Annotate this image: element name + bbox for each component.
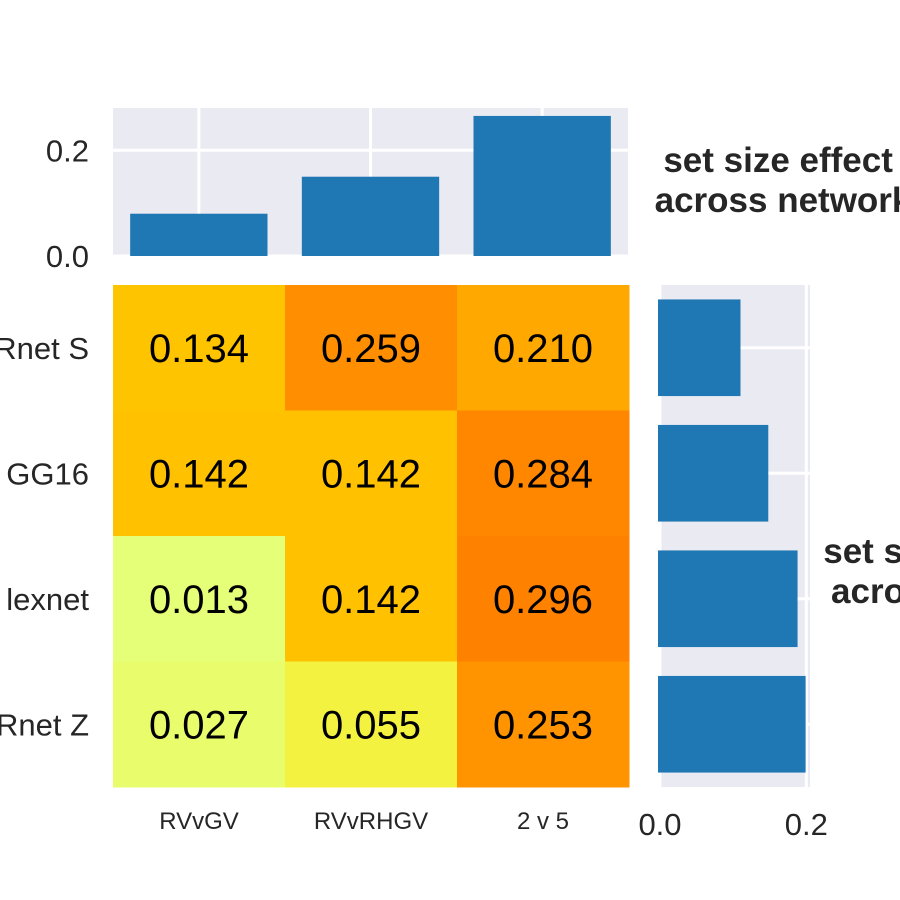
heatmap-row-label-gg16: GG16: [6, 456, 89, 491]
heatmap-value-gg16-2-v-5: 0.284: [493, 452, 593, 496]
heatmap-cell-gg16-rvvrhgv: [285, 410, 458, 537]
right-bar-gg16: [658, 424, 769, 522]
heatmap-cell-rnet-z-rvvgv: [113, 661, 286, 788]
right-chart-title: set s acro: [823, 532, 900, 611]
heatmap-row-label-rnet-s: Rnet S: [0, 331, 89, 366]
heatmap-cell-labels: 0.134 0.259 0.210 0.142 0.142 0.284 0.013 0.142…: [149, 327, 593, 748]
right-chart-bars: [658, 299, 806, 773]
top-bar-rvvgv: [130, 213, 268, 256]
heatmap-value-lexnet-2-v-5: 0.296: [493, 578, 593, 622]
right-chart-x-ticks: 0.0 0.2: [638, 807, 827, 842]
heatmap-column-labels: RVvGV RVvRHGV 2 v 5: [159, 808, 569, 835]
heatmap-row-labels: Rnet S GG16 lexnet Rnet Z: [0, 331, 89, 743]
heatmap-value-rnet-z-rvvrhgv: 0.055: [321, 703, 421, 747]
right-bar-chart: 0.0 0.2 set s acro: [638, 285, 900, 842]
top-y-tick-label-0: 0.0: [46, 239, 89, 274]
top-bar-2-v-5: [473, 115, 611, 256]
heatmap-cell-rnet-s-2-v-5: [457, 285, 630, 411]
right-bar-rnet-s: [658, 299, 741, 397]
heatmap: 0.134 0.259 0.210 0.142 0.142 0.284 0.013 0.142…: [0, 285, 630, 835]
top-chart-title-line-1: set size effect: [663, 141, 893, 180]
heatmap-cell-gg16-rvvgv: [113, 410, 286, 537]
heatmap-column-label-2-v-5: 2 v 5: [517, 808, 569, 835]
right-x-tick-label-0: 0.0: [638, 807, 681, 842]
heatmap-value-lexnet-rvvgv: 0.013: [149, 578, 249, 622]
heatmap-cells: [113, 285, 630, 788]
heatmap-cell-rnet-z-rvvrhgv: [285, 661, 458, 788]
right-bar-lexnet: [658, 550, 798, 648]
top-y-tick-label-1: 0.2: [46, 133, 89, 168]
heatmap-value-rnet-z-2-v-5: 0.253: [493, 703, 593, 747]
heatmap-cell-lexnet-2-v-5: [457, 536, 630, 662]
top-chart-y-ticks: 0.0 0.2: [46, 133, 89, 274]
heatmap-value-lexnet-rvvrhgv: 0.142: [321, 578, 421, 622]
top-bar-chart: 0.0 0.2 set size effect across network: [46, 108, 900, 274]
heatmap-row-label-rnet-z: Rnet Z: [0, 707, 89, 742]
heatmap-cell-rnet-z-2-v-5: [457, 661, 630, 788]
top-chart-title: set size effect across network: [655, 141, 900, 220]
heatmap-value-rnet-s-rvvrhgv: 0.259: [321, 327, 421, 371]
heatmap-value-rnet-s-rvvgv: 0.134: [149, 327, 249, 371]
top-bar-rvvrhgv: [301, 176, 440, 256]
heatmap-value-rnet-z-rvvgv: 0.027: [149, 703, 249, 747]
heatmap-value-gg16-rvvrhgv: 0.142: [321, 452, 421, 496]
right-x-tick-label-1: 0.2: [785, 807, 828, 842]
heatmap-cell-gg16-2-v-5: [457, 410, 630, 537]
right-chart-title-line-1: set s: [823, 532, 900, 571]
top-chart-bars: [130, 115, 611, 256]
top-chart-title-line-2: across network: [655, 181, 900, 220]
heatmap-column-label-rvvrhgv: RVvRHGV: [314, 808, 428, 835]
heatmap-value-gg16-rvvgv: 0.142: [149, 452, 249, 496]
heatmap-cell-rnet-s-rvvgv: [113, 285, 286, 411]
heatmap-value-rnet-s-2-v-5: 0.210: [493, 327, 593, 371]
heatmap-column-label-rvvgv: RVvGV: [159, 808, 239, 835]
heatmap-cell-lexnet-rvvgv: [113, 536, 286, 662]
heatmap-cell-lexnet-rvvrhgv: [285, 536, 458, 662]
heatmap-cell-rnet-s-rvvrhgv: [285, 285, 458, 411]
right-bar-rnet-z: [658, 675, 806, 773]
right-chart-title-line-2: acro: [831, 572, 900, 611]
heatmap-row-label-lexnet: lexnet: [6, 582, 89, 617]
